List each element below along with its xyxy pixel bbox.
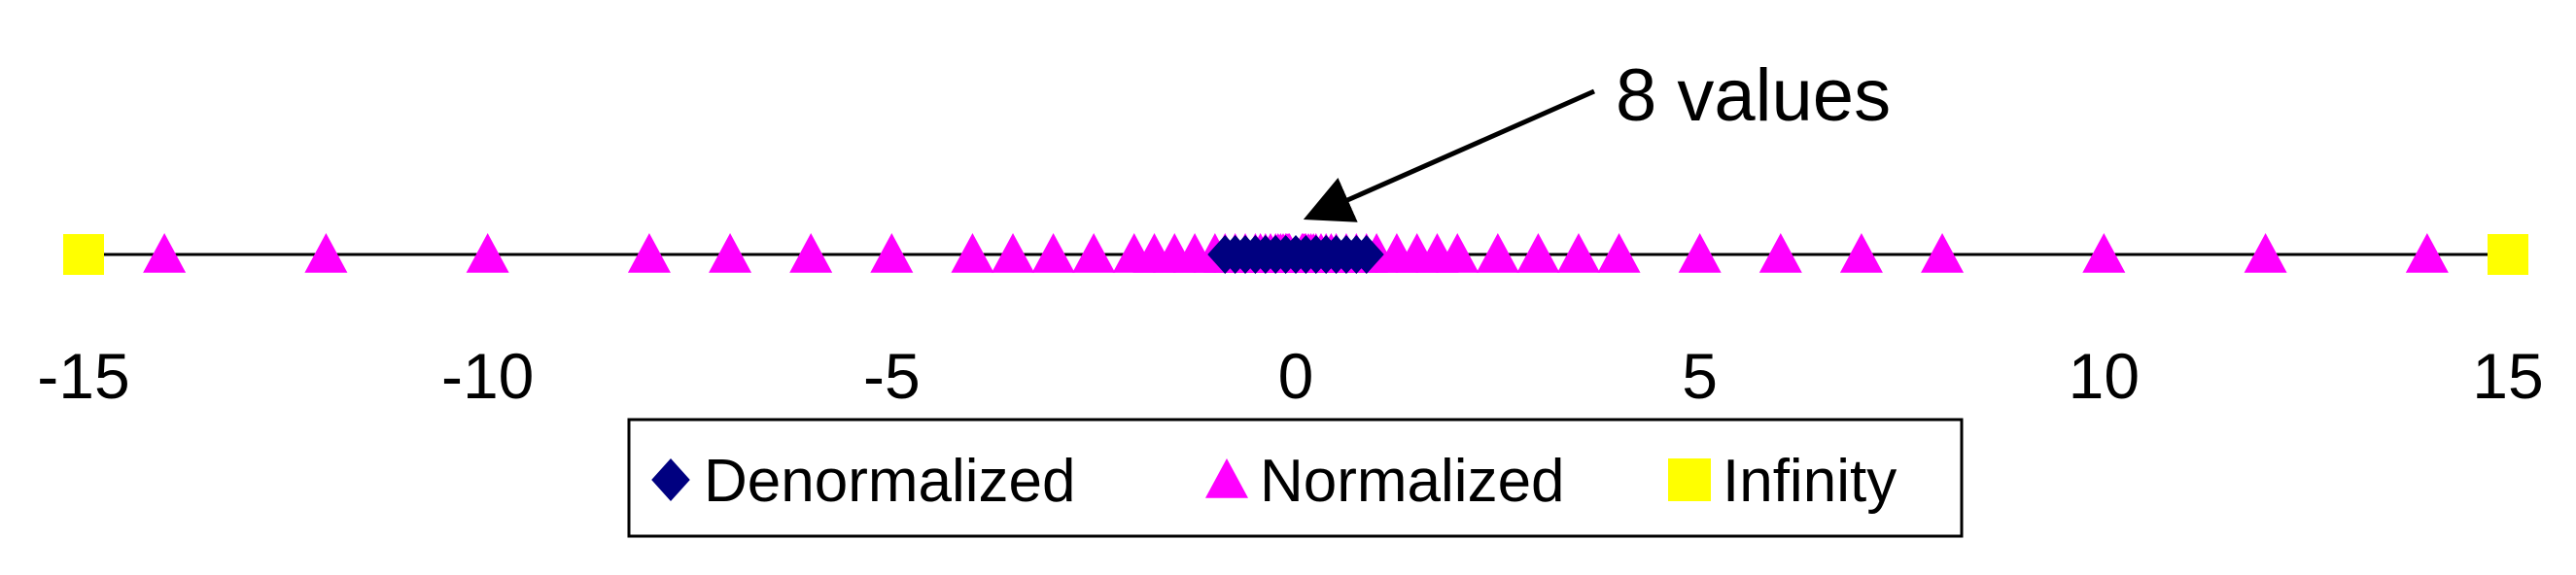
tick-label: -10 (441, 340, 534, 412)
normalized-point (1072, 233, 1116, 273)
legend-box (627, 418, 1964, 538)
normalized-point (2405, 233, 2449, 273)
normalized-point (1758, 233, 1802, 273)
legend-infinity-marker (1668, 458, 1711, 501)
normalized-point (1921, 233, 1965, 273)
normalized-point (1436, 233, 1479, 273)
tick-label: 5 (1682, 340, 1718, 412)
tick-label: 0 (1278, 340, 1314, 412)
tick-label: -5 (863, 340, 921, 412)
legend-normalized-marker (1205, 458, 1248, 498)
normalized-point (1556, 233, 1600, 273)
annotation-label: 8 values (1616, 54, 1891, 137)
legend: Denormalized Normalized Infinity (627, 418, 1964, 538)
normalized-point (2244, 233, 2287, 273)
normalized-point (627, 233, 671, 273)
normalized-point (1678, 233, 1722, 273)
normalized-point (304, 233, 348, 273)
tick-label: 15 (2472, 340, 2543, 412)
tick-labels: -15 -10 -5 0 5 10 15 (37, 340, 2543, 412)
normalized-point (992, 233, 1035, 273)
normalized-point (709, 233, 752, 273)
normalized-point (2082, 233, 2126, 273)
normalized-point (466, 233, 509, 273)
legend-infinity-label: Infinity (1723, 448, 1897, 515)
normalized-point (1031, 233, 1075, 273)
legend-normalized-label: Normalized (1260, 448, 1565, 515)
tick-label: 10 (2069, 340, 2140, 412)
normalized-point (1839, 233, 1883, 273)
normalized-point (1516, 233, 1560, 273)
infinity-point (63, 234, 104, 275)
normalized-point (1597, 233, 1641, 273)
legend-denormalized-label: Denormalized (704, 448, 1076, 515)
annotation-arrow (1303, 88, 1596, 222)
infinity-point (2488, 234, 2528, 275)
tick-label: -15 (37, 340, 129, 412)
denormalized-point (1348, 235, 1384, 274)
normalized-point (951, 233, 994, 273)
normalized-point (789, 233, 833, 273)
normalized-point (1476, 233, 1519, 273)
legend-denormalized-marker (651, 458, 690, 501)
normalized-point (870, 233, 914, 273)
data-points (63, 233, 2528, 275)
normalized-point (143, 233, 187, 273)
